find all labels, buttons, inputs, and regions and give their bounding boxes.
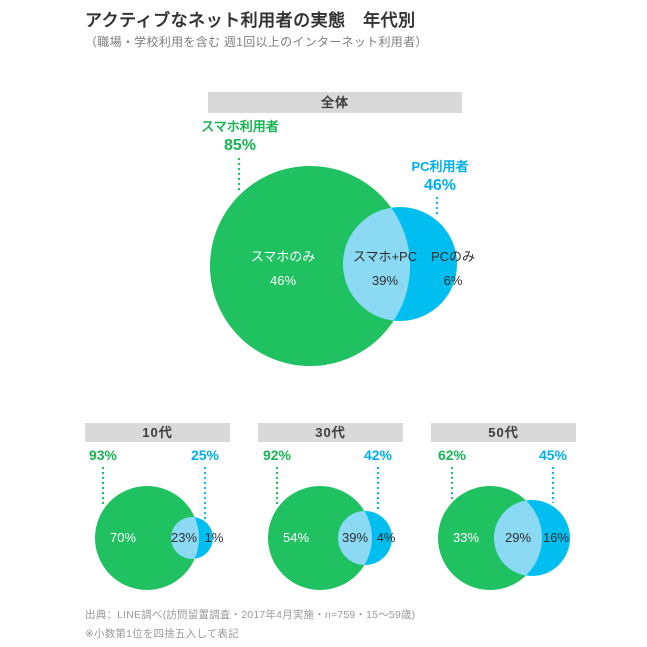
- both-value: 39%: [371, 273, 399, 288]
- g2-smartphone-only-value: 54%: [282, 530, 310, 545]
- pc-only-label: PCのみ: [430, 249, 476, 264]
- g3-smartphone-total: 62%: [437, 447, 467, 463]
- g1-pc-total: 25%: [190, 447, 220, 463]
- g1-overlap-region: [171, 517, 199, 559]
- g3-header-bar: 50代: [431, 423, 576, 442]
- source-note: 出典：LINE調べ(訪問留置調査・2017年4月実施・n=759・15〜59歳): [85, 609, 416, 621]
- page-title: アクティブなネット利用者の実態 年代別: [85, 11, 416, 30]
- both-label: スマホ+PC: [352, 249, 418, 264]
- g1-smartphone-only-value: 70%: [109, 530, 137, 545]
- g1-smartphone-circle: [95, 486, 199, 590]
- overall-pc-legend: PC利用者 46%: [398, 156, 482, 195]
- g1-smartphone-total: 93%: [88, 447, 118, 463]
- smartphone-only-label: スマホのみ: [250, 249, 316, 264]
- g1-both-value: 23%: [170, 530, 198, 545]
- smartphone-only-value: 46%: [269, 273, 297, 288]
- overall-smartphone-legend: スマホ利用者 85%: [188, 116, 292, 155]
- g1-pc-only-value: 1%: [204, 530, 224, 545]
- g3-pc-only-value: 16%: [542, 530, 570, 545]
- pc-users-label: PC利用者: [411, 159, 469, 174]
- overall-overlap-region: [343, 207, 410, 321]
- g3-both-value: 29%: [504, 530, 532, 545]
- pc-users-total: 46%: [423, 177, 457, 194]
- g2-smartphone-total: 92%: [262, 447, 292, 463]
- rounding-note: ※小数第1位を四捨五入して表記: [85, 628, 239, 640]
- page-subtitle: （職場・学校利用を含む 週1回以上のインターネット利用者）: [85, 35, 428, 49]
- g2-pc-total: 42%: [363, 447, 393, 463]
- g2-pc-only-value: 4%: [376, 530, 396, 545]
- overall-smartphone-only-segment: スマホのみ 46%: [243, 245, 323, 293]
- smartphone-users-total: 85%: [223, 137, 257, 154]
- overall-pc-only-segment: PCのみ 6%: [424, 245, 482, 293]
- g3-smartphone-only-value: 33%: [452, 530, 480, 545]
- overall-smartphone-circle: [210, 166, 410, 366]
- smartphone-users-label: スマホ利用者: [201, 119, 279, 134]
- g3-pc-total: 45%: [538, 447, 568, 463]
- overall-both-segment: スマホ+PC 39%: [345, 245, 425, 293]
- g1-header-bar: 10代: [85, 423, 230, 442]
- overall-header-bar: 全体: [208, 92, 462, 113]
- g3-overlap-region: [494, 500, 542, 576]
- g2-smartphone-circle: [268, 486, 372, 590]
- g2-overlap-region: [338, 511, 372, 565]
- g2-both-value: 39%: [341, 530, 369, 545]
- g2-header-bar: 30代: [258, 423, 403, 442]
- pc-only-value: 6%: [443, 273, 463, 288]
